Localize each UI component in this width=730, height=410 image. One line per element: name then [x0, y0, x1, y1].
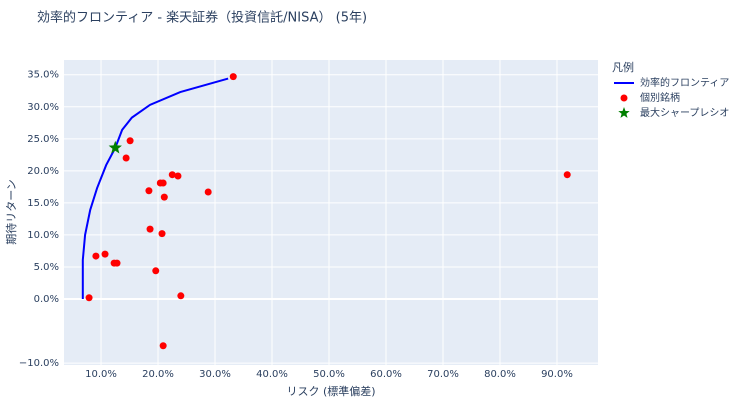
x-tick-label: 60.0%: [370, 369, 402, 380]
max-sharpe-point: [108, 140, 122, 154]
y-tick-label: 25.0%: [27, 134, 59, 145]
x-tick-label: 20.0%: [142, 369, 174, 380]
asset-point: [145, 187, 153, 195]
y-tick-label: −10.0%: [19, 358, 59, 369]
x-tick-label: 80.0%: [484, 369, 516, 380]
asset-point: [152, 267, 160, 275]
asset-point: [101, 250, 109, 258]
legend-title: 凡例: [612, 60, 634, 74]
y-tick-label: 0.0%: [34, 294, 59, 305]
x-axis-title: リスク (標準偏差): [286, 384, 375, 398]
legend-symbol: [620, 94, 628, 102]
asset-point: [126, 137, 134, 145]
asset-point: [92, 252, 100, 260]
asset-point: [113, 259, 121, 267]
asset-point: [204, 188, 212, 196]
asset-point: [174, 172, 182, 180]
asset-point: [160, 193, 168, 201]
x-tick-label: 30.0%: [199, 369, 231, 380]
y-tick-label: 35.0%: [27, 70, 59, 81]
x-tick-label: 50.0%: [313, 369, 345, 380]
asset-point: [177, 292, 185, 300]
y-tick-label: 30.0%: [27, 102, 59, 113]
asset-point: [85, 294, 93, 302]
asset-point: [168, 171, 176, 179]
legend-label: 効率的フロンティア: [640, 76, 729, 89]
x-tick-label: 90.0%: [541, 369, 573, 380]
asset-point: [229, 73, 237, 81]
legend-label: 最大シャープレシオ: [640, 106, 729, 119]
plot-area: [64, 60, 598, 365]
asset-point: [122, 154, 130, 162]
legend-label: 個別銘柄: [640, 91, 680, 104]
frontier-line: [81, 77, 229, 300]
y-tick-label: 5.0%: [34, 262, 59, 273]
y-axis-title: 期待リターン: [4, 179, 18, 244]
asset-point: [158, 230, 166, 238]
asset-point: [159, 179, 167, 187]
legend-symbol: [618, 107, 630, 118]
y-tick-label: 10.0%: [27, 230, 59, 241]
asset-point: [159, 342, 167, 350]
x-tick-label: 10.0%: [85, 369, 117, 380]
chart-title: 効率的フロンティア - 楽天証券（投資信託/NISA） (5年): [37, 10, 367, 26]
x-tick-label: 70.0%: [427, 369, 459, 380]
y-tick-label: 20.0%: [27, 166, 59, 177]
x-tick-label: 40.0%: [256, 369, 288, 380]
y-tick-label: 15.0%: [27, 198, 59, 209]
asset-point: [146, 225, 154, 233]
asset-point: [563, 171, 571, 179]
